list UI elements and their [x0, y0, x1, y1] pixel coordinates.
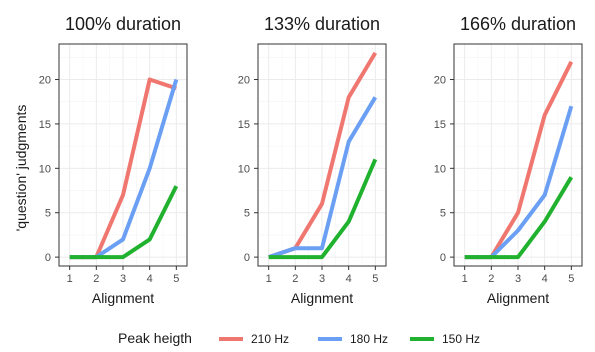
- x-tick-label: 1: [462, 273, 468, 285]
- legend-item: 150 Hz: [410, 332, 480, 346]
- legend-item: 210 Hz: [219, 332, 289, 346]
- x-axis-title: Alignment: [291, 290, 353, 306]
- y-tick-label: 0: [244, 252, 250, 264]
- x-axis-title: Alignment: [487, 290, 549, 306]
- y-tick-label: 5: [244, 208, 250, 220]
- x-tick-label: 1: [67, 273, 73, 285]
- legend-items: 210 Hz 180 Hz 150 Hz: [219, 332, 480, 346]
- y-tick-label: 10: [39, 163, 51, 175]
- y-axis-title: 'question' judgments: [13, 105, 29, 232]
- x-tick-label: 4: [542, 273, 548, 285]
- legend-label: 150 Hz: [442, 332, 480, 346]
- x-tick-label: 5: [372, 273, 378, 285]
- y-tick-label: 10: [238, 163, 250, 175]
- chart-title: 100% duration: [65, 14, 181, 34]
- y-tick-label: 10: [434, 163, 446, 175]
- chart-title: 133% duration: [264, 14, 380, 34]
- x-tick-label: 3: [319, 273, 325, 285]
- x-tick-label: 5: [173, 273, 179, 285]
- chart-panel-3: 166% duration 0 5 10 15 20 1 2 3 4 5 Alignment: [434, 14, 583, 306]
- x-tick-label: 5: [568, 273, 574, 285]
- y-tick-label: 15: [434, 119, 446, 131]
- series-line-150-hz: [69, 185, 179, 260]
- y-tick-label: 0: [440, 252, 446, 264]
- y-tick-label: 15: [238, 119, 250, 131]
- chart-panel-2: 133% duration 0 5 10 15 20 1 2 3 4 5 Alignment: [238, 14, 387, 306]
- chart-title: 166% duration: [460, 14, 576, 34]
- x-tick-label: 3: [120, 273, 126, 285]
- legend: Peak heigth 210 Hz 180 Hz 150 Hz: [118, 330, 480, 346]
- legend-title: Peak heigth: [118, 330, 192, 346]
- x-tick-label: 3: [515, 273, 521, 285]
- legend-label: 210 Hz: [251, 332, 289, 346]
- x-tick-label: 4: [346, 273, 352, 285]
- y-tick-label: 5: [45, 208, 51, 220]
- x-tick-label: 1: [266, 273, 272, 285]
- y-tick-label: 15: [39, 119, 51, 131]
- x-tick-label: 4: [147, 273, 153, 285]
- legend-label: 180 Hz: [350, 332, 388, 346]
- x-axis-title: Alignment: [92, 290, 154, 306]
- series-line-150-hz: [464, 176, 574, 260]
- y-tick-label: 20: [434, 75, 446, 87]
- chart-panel-1: 100% duration 0 5 10 15 20 1 2 3 4 5 Alignment: [39, 14, 188, 306]
- x-tick-label: 2: [292, 273, 298, 285]
- x-tick-label: 2: [93, 273, 99, 285]
- y-tick-label: 20: [238, 75, 250, 87]
- series-line-150-hz: [268, 158, 378, 260]
- legend-item: 180 Hz: [318, 332, 388, 346]
- y-tick-label: 0: [45, 252, 51, 264]
- series-line-180-hz: [268, 96, 378, 259]
- x-tick-label: 2: [488, 273, 494, 285]
- y-tick-label: 5: [440, 208, 446, 220]
- y-tick-label: 20: [39, 75, 51, 87]
